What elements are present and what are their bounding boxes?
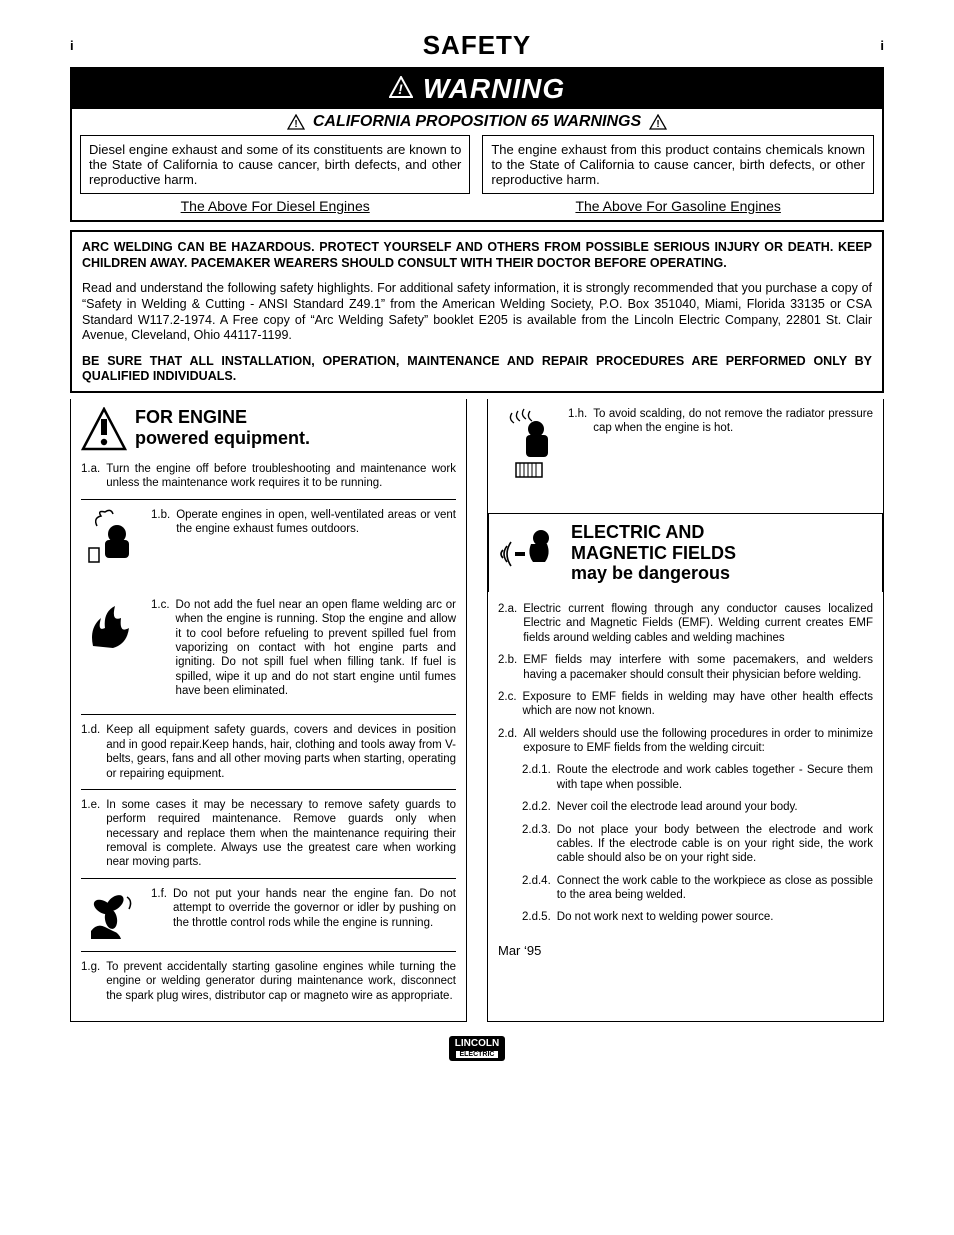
item-num: 1.e.: [81, 798, 100, 870]
item-text: Route the electrode and work cables toge…: [557, 763, 873, 792]
item-text: Keep all equipment safety guards, covers…: [106, 723, 456, 781]
left-column: FOR ENGINE powered equipment. 1.a. Turn …: [70, 399, 467, 1022]
right-column: 1.h. To avoid scalding, do not remove th…: [487, 399, 884, 1022]
item-1c-row: 1.c. Do not add the fuel near an open fl…: [81, 598, 456, 707]
item-1h-row: 1.h. To avoid scalding, do not remove th…: [498, 407, 873, 487]
prop65-gasoline-box: The engine exhaust from this product con…: [482, 135, 874, 194]
item-1a: 1.a. Turn the engine off before troubles…: [81, 462, 456, 491]
lincoln-logo: LINCOLN ELECTRIC: [449, 1036, 505, 1061]
flame-icon: [81, 598, 141, 707]
emf-title-l2: MAGNETIC FIELDS: [571, 543, 736, 564]
prop65-diesel-caption: The Above For Diesel Engines: [80, 198, 470, 214]
item-num: 2.d.2.: [522, 800, 551, 814]
scalding-icon: [498, 407, 558, 487]
emf-title-l3: may be dangerous: [571, 563, 736, 584]
item-1e: 1.e. In some cases it may be necessary t…: [81, 798, 456, 870]
revision-date: Mar ‘95: [498, 943, 873, 958]
item-2d3: 2.d.3. Do not place your body between th…: [522, 823, 873, 866]
item-text: Never coil the electrode lead around you…: [557, 800, 798, 814]
warning-triangle-icon: !: [389, 73, 413, 105]
item-num: 2.d.: [498, 727, 517, 756]
fumes-icon: [81, 508, 141, 564]
engine-title-l2: powered equipment.: [135, 428, 310, 449]
item-text: In some cases it may be necessary to rem…: [106, 798, 456, 870]
item-1d: 1.d. Keep all equipment safety guards, c…: [81, 723, 456, 781]
item-2c: 2.c. Exposure to EMF fields in welding m…: [498, 690, 873, 719]
svg-text:!: !: [294, 119, 297, 130]
item-num: 2.a.: [498, 602, 517, 645]
engine-title-l1: FOR ENGINE: [135, 407, 310, 428]
emf-title-l1: ELECTRIC AND: [571, 522, 736, 543]
logo-sub: ELECTRIC: [455, 1050, 499, 1059]
arc-bold-1: ARC WELDING CAN BE HAZARDOUS. PROTECT YO…: [82, 240, 872, 271]
item-num: 1.a.: [81, 462, 100, 491]
warning-triangle-small-icon: !: [649, 114, 667, 130]
item-2d4: 2.d.4. Connect the work cable to the wor…: [522, 874, 873, 903]
warning-container: ! WARNING ! CALIFORNIA PROPOSITION 65 WA…: [70, 67, 884, 222]
item-2d5: 2.d.5. Do not work next to welding power…: [522, 910, 873, 924]
warning-banner: ! WARNING: [72, 71, 882, 109]
item-num: 2.b.: [498, 653, 517, 682]
page-title: SAFETY: [74, 30, 881, 61]
item-num: 2.d.1.: [522, 763, 551, 792]
warning-triangle-small-icon: !: [287, 114, 305, 130]
item-num: 1.h.: [568, 407, 587, 436]
item-1b-row: 1.b. Operate engines in open, well-venti…: [81, 508, 456, 564]
item-num: 2.c.: [498, 690, 517, 719]
item-text: To prevent accidentally starting gasolin…: [106, 960, 456, 1003]
emf-icon: [497, 524, 561, 583]
footer-logo: LINCOLN ELECTRIC: [70, 1036, 884, 1061]
item-text: All welders should use the following pro…: [523, 727, 873, 756]
item-1g: 1.g. To prevent accidentally starting ga…: [81, 960, 456, 1003]
arc-welding-box: ARC WELDING CAN BE HAZARDOUS. PROTECT YO…: [70, 230, 884, 393]
prop65-gasoline-caption: The Above For Gasoline Engines: [482, 198, 874, 214]
item-2d2: 2.d.2. Never coil the electrode lead aro…: [522, 800, 873, 814]
svg-text:!: !: [398, 81, 404, 97]
engine-section-header: FOR ENGINE powered equipment.: [81, 407, 456, 456]
item-num: 1.d.: [81, 723, 100, 781]
item-2d1: 2.d.1. Route the electrode and work cabl…: [522, 763, 873, 792]
item-num: 1.c.: [151, 598, 170, 699]
item-text: Do not add the fuel near an open flame w…: [176, 598, 456, 699]
warning-text: WARNING: [423, 73, 565, 105]
item-num: 1.b.: [151, 508, 170, 537]
item-num: 1.f.: [151, 887, 167, 930]
arc-bold-2: BE SURE THAT ALL INSTALLATION, OPERATION…: [82, 354, 872, 385]
item-2d: 2.d. All welders should use the followin…: [498, 727, 873, 756]
item-2b: 2.b. EMF fields may interfere with some …: [498, 653, 873, 682]
item-text: Do not put your hands near the engine fa…: [173, 887, 456, 930]
item-num: 2.d.4.: [522, 874, 551, 903]
prop65-heading: CALIFORNIA PROPOSITION 65 WARNINGS: [313, 113, 641, 131]
item-text: Exposure to EMF fields in welding may ha…: [523, 690, 873, 719]
fan-hand-icon: [81, 887, 141, 943]
item-text: Operate engines in open, well-ventilated…: [176, 508, 456, 537]
item-text: Connect the work cable to the workpiece …: [557, 874, 873, 903]
item-text: To avoid scalding, do not remove the rad…: [593, 407, 873, 436]
item-num: 2.d.5.: [522, 910, 551, 924]
item-text: Electric current flowing through any con…: [523, 602, 873, 645]
item-1f-row: 1.f. Do not put your hands near the engi…: [81, 887, 456, 943]
item-2a: 2.a. Electric current flowing through an…: [498, 602, 873, 645]
item-num: 1.g.: [81, 960, 100, 1003]
item-text: Do not work next to welding power source…: [557, 910, 774, 924]
page-header: i SAFETY i: [70, 30, 884, 61]
emf-section-header: ELECTRIC AND MAGNETIC FIELDS may be dang…: [488, 513, 883, 592]
content-columns: FOR ENGINE powered equipment. 1.a. Turn …: [70, 399, 884, 1022]
page-marker-right: i: [880, 38, 884, 53]
prop65-diesel-box: Diesel engine exhaust and some of its co…: [80, 135, 470, 194]
arc-paragraph: Read and understand the following safety…: [82, 281, 872, 344]
item-text: Do not place your body between the elect…: [557, 823, 873, 866]
engine-warning-icon: [81, 407, 127, 456]
prop65-heading-row: ! CALIFORNIA PROPOSITION 65 WARNINGS !: [72, 109, 882, 135]
item-text: EMF fields may interfere with some pacem…: [523, 653, 873, 682]
item-text: Turn the engine off before troubleshooti…: [106, 462, 456, 491]
svg-text:!: !: [656, 119, 659, 130]
item-num: 2.d.3.: [522, 823, 551, 866]
logo-brand: LINCOLN: [455, 1038, 499, 1049]
